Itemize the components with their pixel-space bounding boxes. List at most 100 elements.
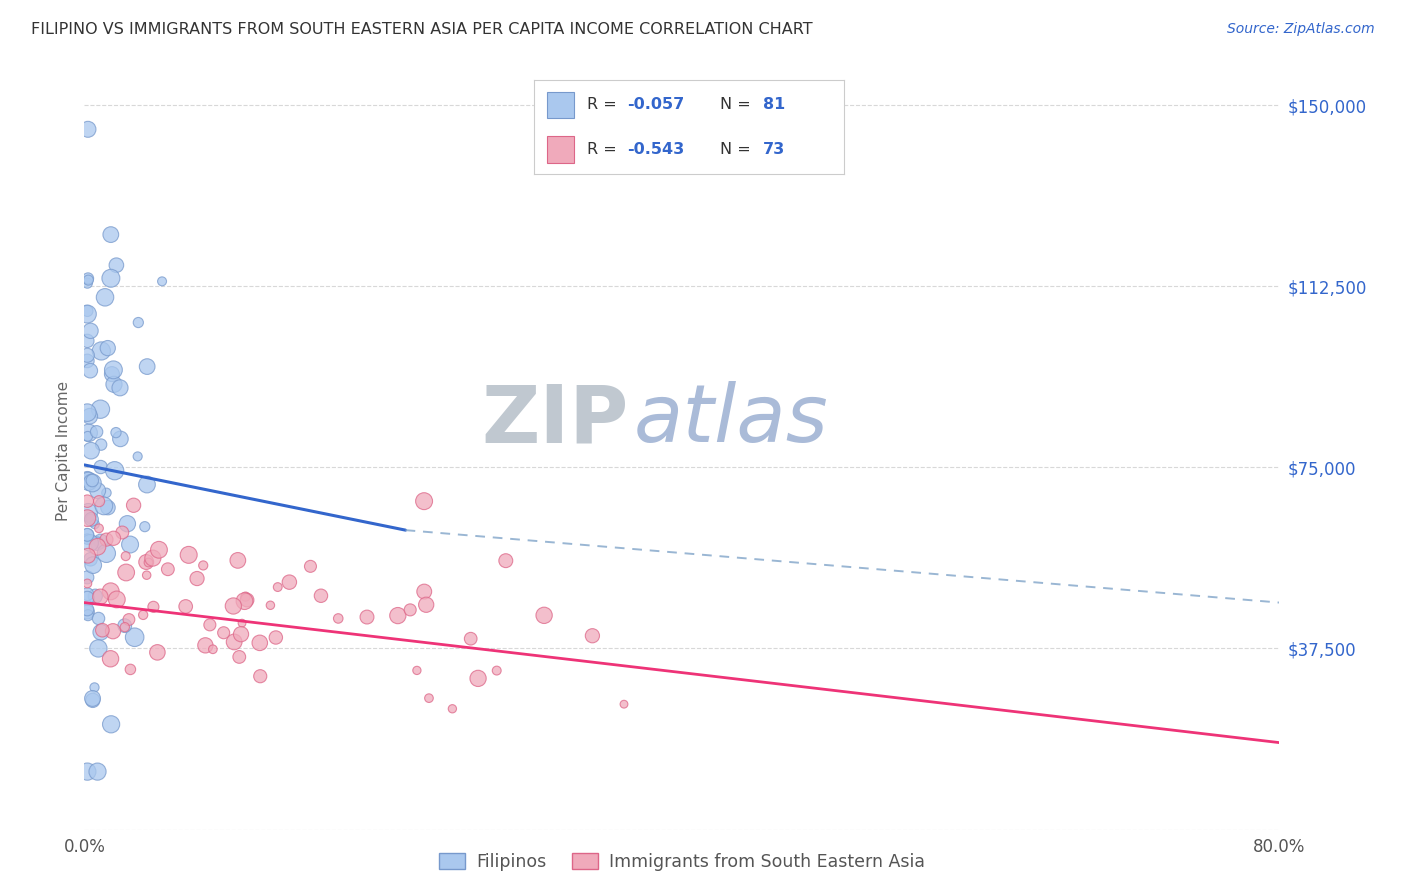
Bar: [547, 136, 575, 162]
Point: [104, 425, 127, 440]
Point: [299, 559, 322, 574]
Text: R =: R =: [586, 96, 621, 112]
Point: [80, 533, 103, 547]
Point: [177, 548, 200, 562]
Point: [76, 354, 98, 368]
Point: [77, 271, 100, 285]
Point: [278, 575, 301, 590]
Point: [134, 519, 156, 533]
Point: [76, 334, 98, 348]
Point: [80, 512, 103, 526]
Point: [103, 531, 125, 545]
Point: [79, 324, 101, 338]
Point: [89, 402, 111, 417]
Point: [146, 645, 169, 659]
Point: [76, 591, 98, 605]
Point: [108, 381, 131, 395]
Point: [76, 587, 98, 601]
Point: [485, 664, 508, 678]
Point: [100, 227, 122, 242]
Point: [84, 589, 107, 603]
Bar: [547, 92, 575, 118]
Point: [249, 636, 271, 650]
Point: [120, 662, 142, 676]
Point: [415, 598, 437, 612]
Point: [533, 608, 555, 623]
Point: [264, 631, 287, 645]
Point: [103, 377, 125, 392]
Point: [96, 546, 118, 560]
Point: [387, 608, 409, 623]
Point: [79, 536, 101, 550]
Text: N =: N =: [720, 142, 756, 157]
Point: [93, 499, 115, 513]
Point: [77, 122, 100, 136]
Point: [235, 590, 257, 604]
Point: [236, 593, 259, 607]
Point: [82, 475, 104, 490]
Point: [76, 602, 98, 616]
Point: [90, 460, 112, 475]
Point: [90, 343, 112, 358]
Point: [120, 537, 142, 551]
Point: [76, 348, 98, 362]
Point: [83, 517, 105, 532]
Point: [76, 276, 98, 290]
Point: [193, 558, 215, 573]
Point: [418, 691, 440, 706]
Text: atlas: atlas: [634, 381, 830, 459]
Point: [86, 764, 108, 779]
Point: [267, 580, 290, 594]
Point: [136, 477, 159, 491]
Point: [104, 464, 127, 478]
Point: [76, 605, 98, 619]
Point: [114, 620, 136, 634]
Point: [138, 556, 160, 570]
Point: [82, 691, 104, 706]
Point: [97, 341, 120, 355]
Point: [103, 363, 125, 377]
Point: [142, 599, 165, 614]
Point: [79, 409, 101, 424]
Point: [136, 359, 159, 374]
Text: 73: 73: [763, 142, 786, 157]
Point: [201, 642, 224, 657]
Point: [148, 542, 170, 557]
Point: [460, 632, 482, 646]
Point: [76, 532, 98, 546]
Point: [406, 664, 429, 678]
Text: ZIP: ZIP: [481, 381, 628, 459]
Point: [80, 512, 103, 526]
Point: [309, 589, 332, 603]
Point: [86, 537, 108, 551]
Point: [90, 437, 112, 451]
Point: [90, 534, 112, 549]
Point: [87, 611, 110, 625]
Point: [76, 406, 98, 420]
Point: [231, 616, 253, 631]
Text: -0.543: -0.543: [627, 142, 685, 157]
Point: [328, 611, 350, 625]
Point: [150, 274, 173, 288]
Point: [224, 635, 246, 649]
Point: [83, 681, 105, 695]
Point: [79, 364, 101, 378]
Point: [76, 472, 98, 486]
Point: [87, 494, 110, 508]
Point: [89, 590, 111, 604]
Point: [86, 483, 108, 498]
Point: [110, 432, 132, 446]
Point: [441, 702, 464, 716]
Point: [76, 429, 98, 443]
Point: [124, 630, 146, 644]
Point: [76, 511, 98, 525]
Point: [135, 555, 157, 569]
Point: [77, 506, 100, 520]
Point: [76, 304, 98, 318]
Point: [114, 618, 136, 632]
Point: [132, 607, 155, 622]
Point: [356, 610, 378, 624]
Point: [77, 273, 100, 287]
Point: [194, 638, 217, 652]
Point: [96, 486, 118, 500]
